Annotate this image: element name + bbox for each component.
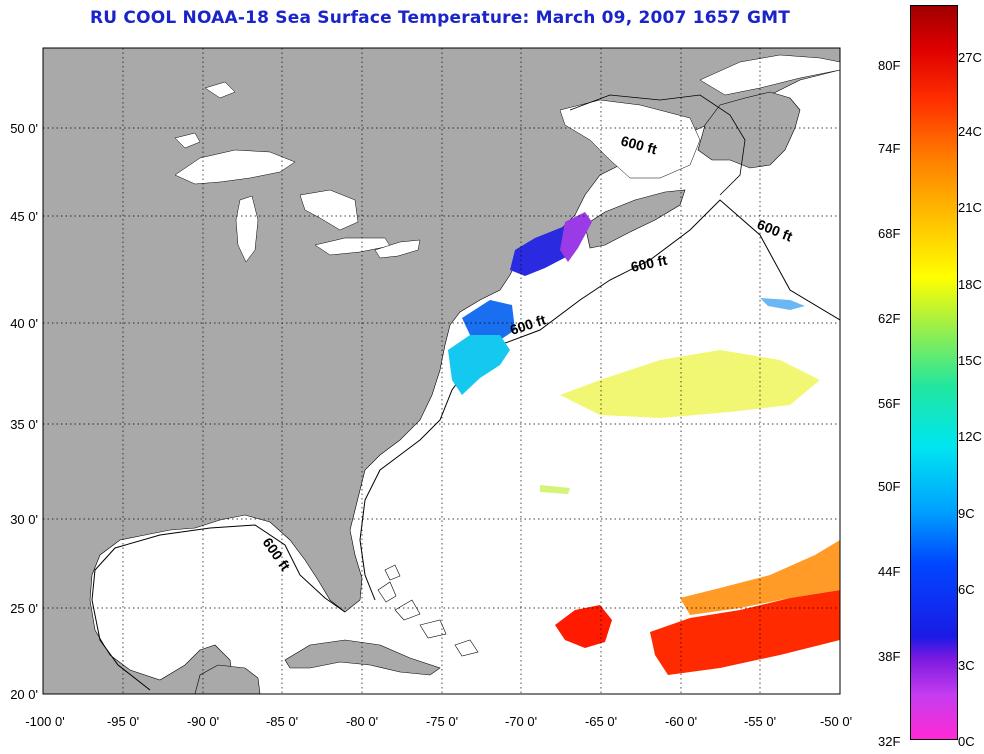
- colorbar-f-label: 50F: [878, 479, 901, 494]
- landmass-cuba: [284, 639, 441, 676]
- colorbar-c-label: 21C: [958, 200, 982, 215]
- sst-mid-atlantic-bight: [462, 300, 515, 345]
- great-lakes: [174, 81, 421, 263]
- landmass-yucatan: [194, 664, 261, 694]
- lon-tick: -55 0': [744, 714, 776, 729]
- colorbar-f-label: 80F: [878, 58, 901, 73]
- isobath-label: 600 ft: [629, 252, 668, 275]
- colorbar-c-label: 6C: [958, 582, 975, 597]
- lon-tick: -50 0': [820, 714, 852, 729]
- lat-tick: 25 0': [10, 601, 38, 616]
- colorbar-f-label: 44F: [878, 564, 901, 579]
- lon-tick: -90 0': [187, 714, 219, 729]
- colorbar-f-label: 32F: [878, 734, 901, 749]
- lon-tick: -80 0': [346, 714, 378, 729]
- lon-tick: -95 0': [107, 714, 139, 729]
- sst-patch-small: [540, 485, 570, 494]
- colorbar-c-label: 24C: [958, 124, 982, 139]
- colorbar-c-label: 9C: [958, 506, 975, 521]
- lat-tick: 35 0': [10, 417, 38, 432]
- lon-tick: -85 0': [266, 714, 298, 729]
- lat-tick: 20 0': [10, 687, 38, 702]
- sst-subtropical-north: [680, 540, 840, 615]
- bahamas-islands: [377, 564, 479, 657]
- lat-tick: 50 0': [10, 121, 38, 136]
- sst-subtropical-west: [555, 605, 612, 648]
- map-frame: [42, 47, 841, 695]
- colorbar-c-label: 27C: [958, 50, 982, 65]
- lon-tick: -75 0': [426, 714, 458, 729]
- colorbar-f-label: 56F: [878, 396, 901, 411]
- lon-tick: -65 0': [585, 714, 617, 729]
- colorbar-f-label: 68F: [878, 226, 901, 241]
- sst-patch-east: [760, 298, 805, 310]
- colorbar-f-label: 74F: [878, 141, 901, 156]
- colorbar-c-label: 15C: [958, 353, 982, 368]
- gulf-st-lawrence: [559, 99, 701, 179]
- colorbar-c-label: 3C: [958, 658, 975, 673]
- landmass-nova-scotia: [584, 189, 686, 249]
- sst-subtropical-east: [650, 590, 840, 675]
- lon-tick: -100 0': [25, 714, 64, 729]
- colorbar-f-label: 38F: [878, 649, 901, 664]
- sst-bay-of-fundy: [560, 212, 592, 262]
- sst-data: [448, 212, 840, 675]
- lon-tick: -70 0': [505, 714, 537, 729]
- map-title: RU COOL NOAA-18 Sea Surface Temperature:…: [89, 8, 791, 28]
- lon-tick: -60 0': [665, 714, 697, 729]
- sst-slope-water: [448, 335, 510, 395]
- colorbar-c-label: 12C: [958, 429, 982, 444]
- colorbar-f-label: 62F: [878, 311, 901, 326]
- lat-tick: 30 0': [10, 512, 38, 527]
- sst-sargasso-band: [560, 350, 820, 418]
- colorbar: [910, 5, 958, 740]
- lat-tick: 45 0': [10, 209, 38, 224]
- colorbar-c-label: 18C: [958, 277, 982, 292]
- lat-tick: 40 0': [10, 316, 38, 331]
- colorbar-c-label: 0C: [958, 734, 975, 749]
- isobath-600ft-shelf: [569, 94, 746, 196]
